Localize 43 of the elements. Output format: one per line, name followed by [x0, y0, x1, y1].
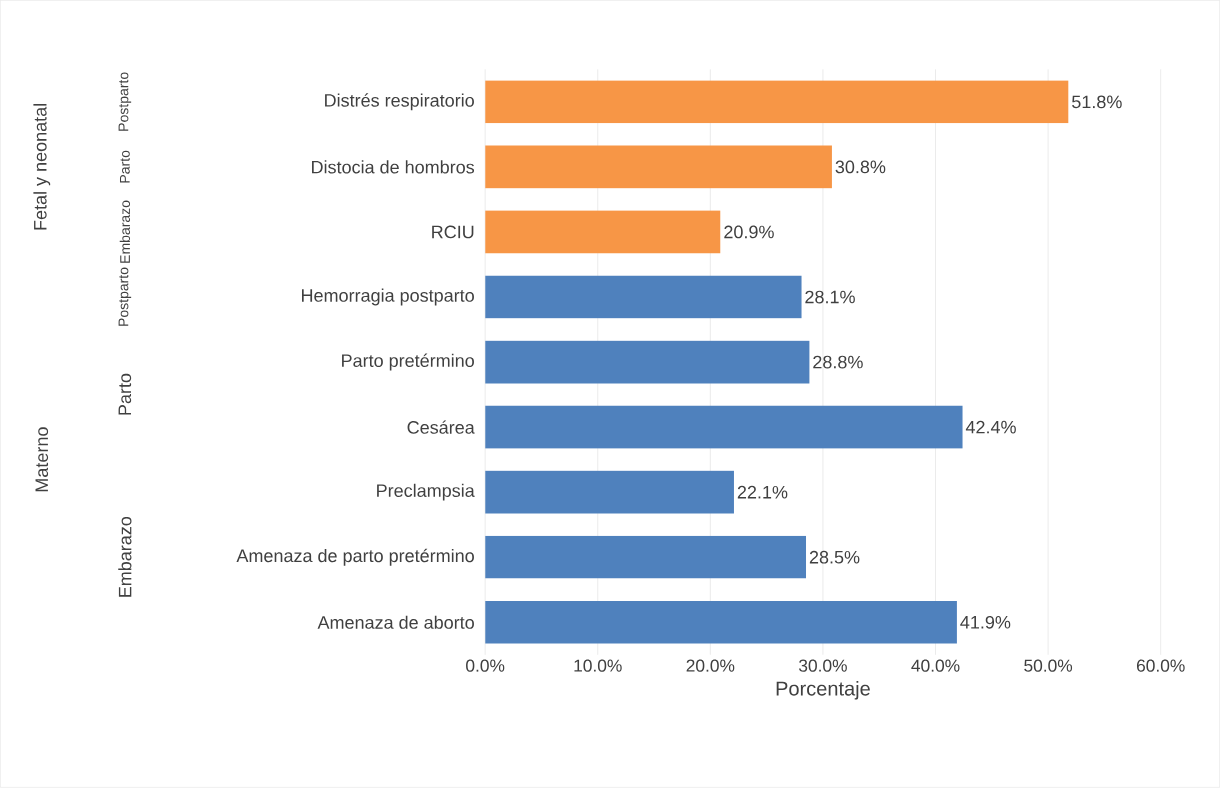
x-tick-label: 0.0%: [466, 659, 505, 672]
x-tick-label: 40.0%: [911, 659, 960, 672]
y-tick-label: Amenaza de parto pretérmino: [236, 548, 474, 566]
x-tick-label: 20.0%: [686, 659, 735, 672]
text: Fetal y neonatal: [33, 104, 51, 230]
data-label: 30.8%: [835, 160, 886, 174]
x-axis-title: Porcentaje: [776, 681, 870, 700]
data-label: 42.4%: [965, 420, 1016, 434]
y-tick-label: Distrés respiratorio: [325, 93, 474, 111]
data-label: 41.9%: [960, 616, 1011, 629]
bar: [485, 340, 810, 384]
bar: [485, 536, 807, 579]
y-tick-label: Amenaza de aborto: [317, 615, 474, 630]
data-label: 28.1%: [805, 290, 855, 304]
y-tick-label: Cesárea: [407, 420, 475, 434]
data-label: 22.1%: [737, 486, 788, 499]
bar: [485, 145, 832, 189]
x-tick-label: 60.0%: [1136, 659, 1185, 672]
text: Postparto: [118, 267, 132, 326]
data-label: 20.9%: [724, 225, 774, 239]
y-tick-label: Hemorragia postparto: [302, 288, 474, 306]
bar: [485, 275, 802, 319]
text: Parto: [119, 150, 130, 183]
text: Parto: [118, 373, 132, 415]
y-tick-label: Parto pretérmino: [342, 353, 474, 371]
text: Postparto: [118, 72, 132, 131]
x-tick-label: 30.0%: [799, 659, 847, 672]
bar: [485, 405, 963, 449]
y-tick-label: Preclampsia: [377, 483, 475, 501]
x-tick-label: 50.0%: [1024, 659, 1073, 672]
text: Embarazo: [119, 200, 131, 263]
data-label: 51.8%: [1072, 95, 1122, 109]
bar: [485, 470, 734, 514]
x-tick-label: 10.0%: [574, 659, 622, 672]
y-tick-label: RCIU: [432, 225, 474, 239]
text: Materno: [35, 427, 49, 492]
data-label: 28.8%: [813, 355, 863, 369]
y-tick-label: Distocia de hombros: [312, 160, 475, 174]
bar: [485, 210, 721, 254]
bar: [485, 601, 957, 644]
text: Embarazo: [118, 517, 132, 597]
bar: [485, 80, 1069, 124]
data-label: 28.5%: [809, 551, 860, 564]
